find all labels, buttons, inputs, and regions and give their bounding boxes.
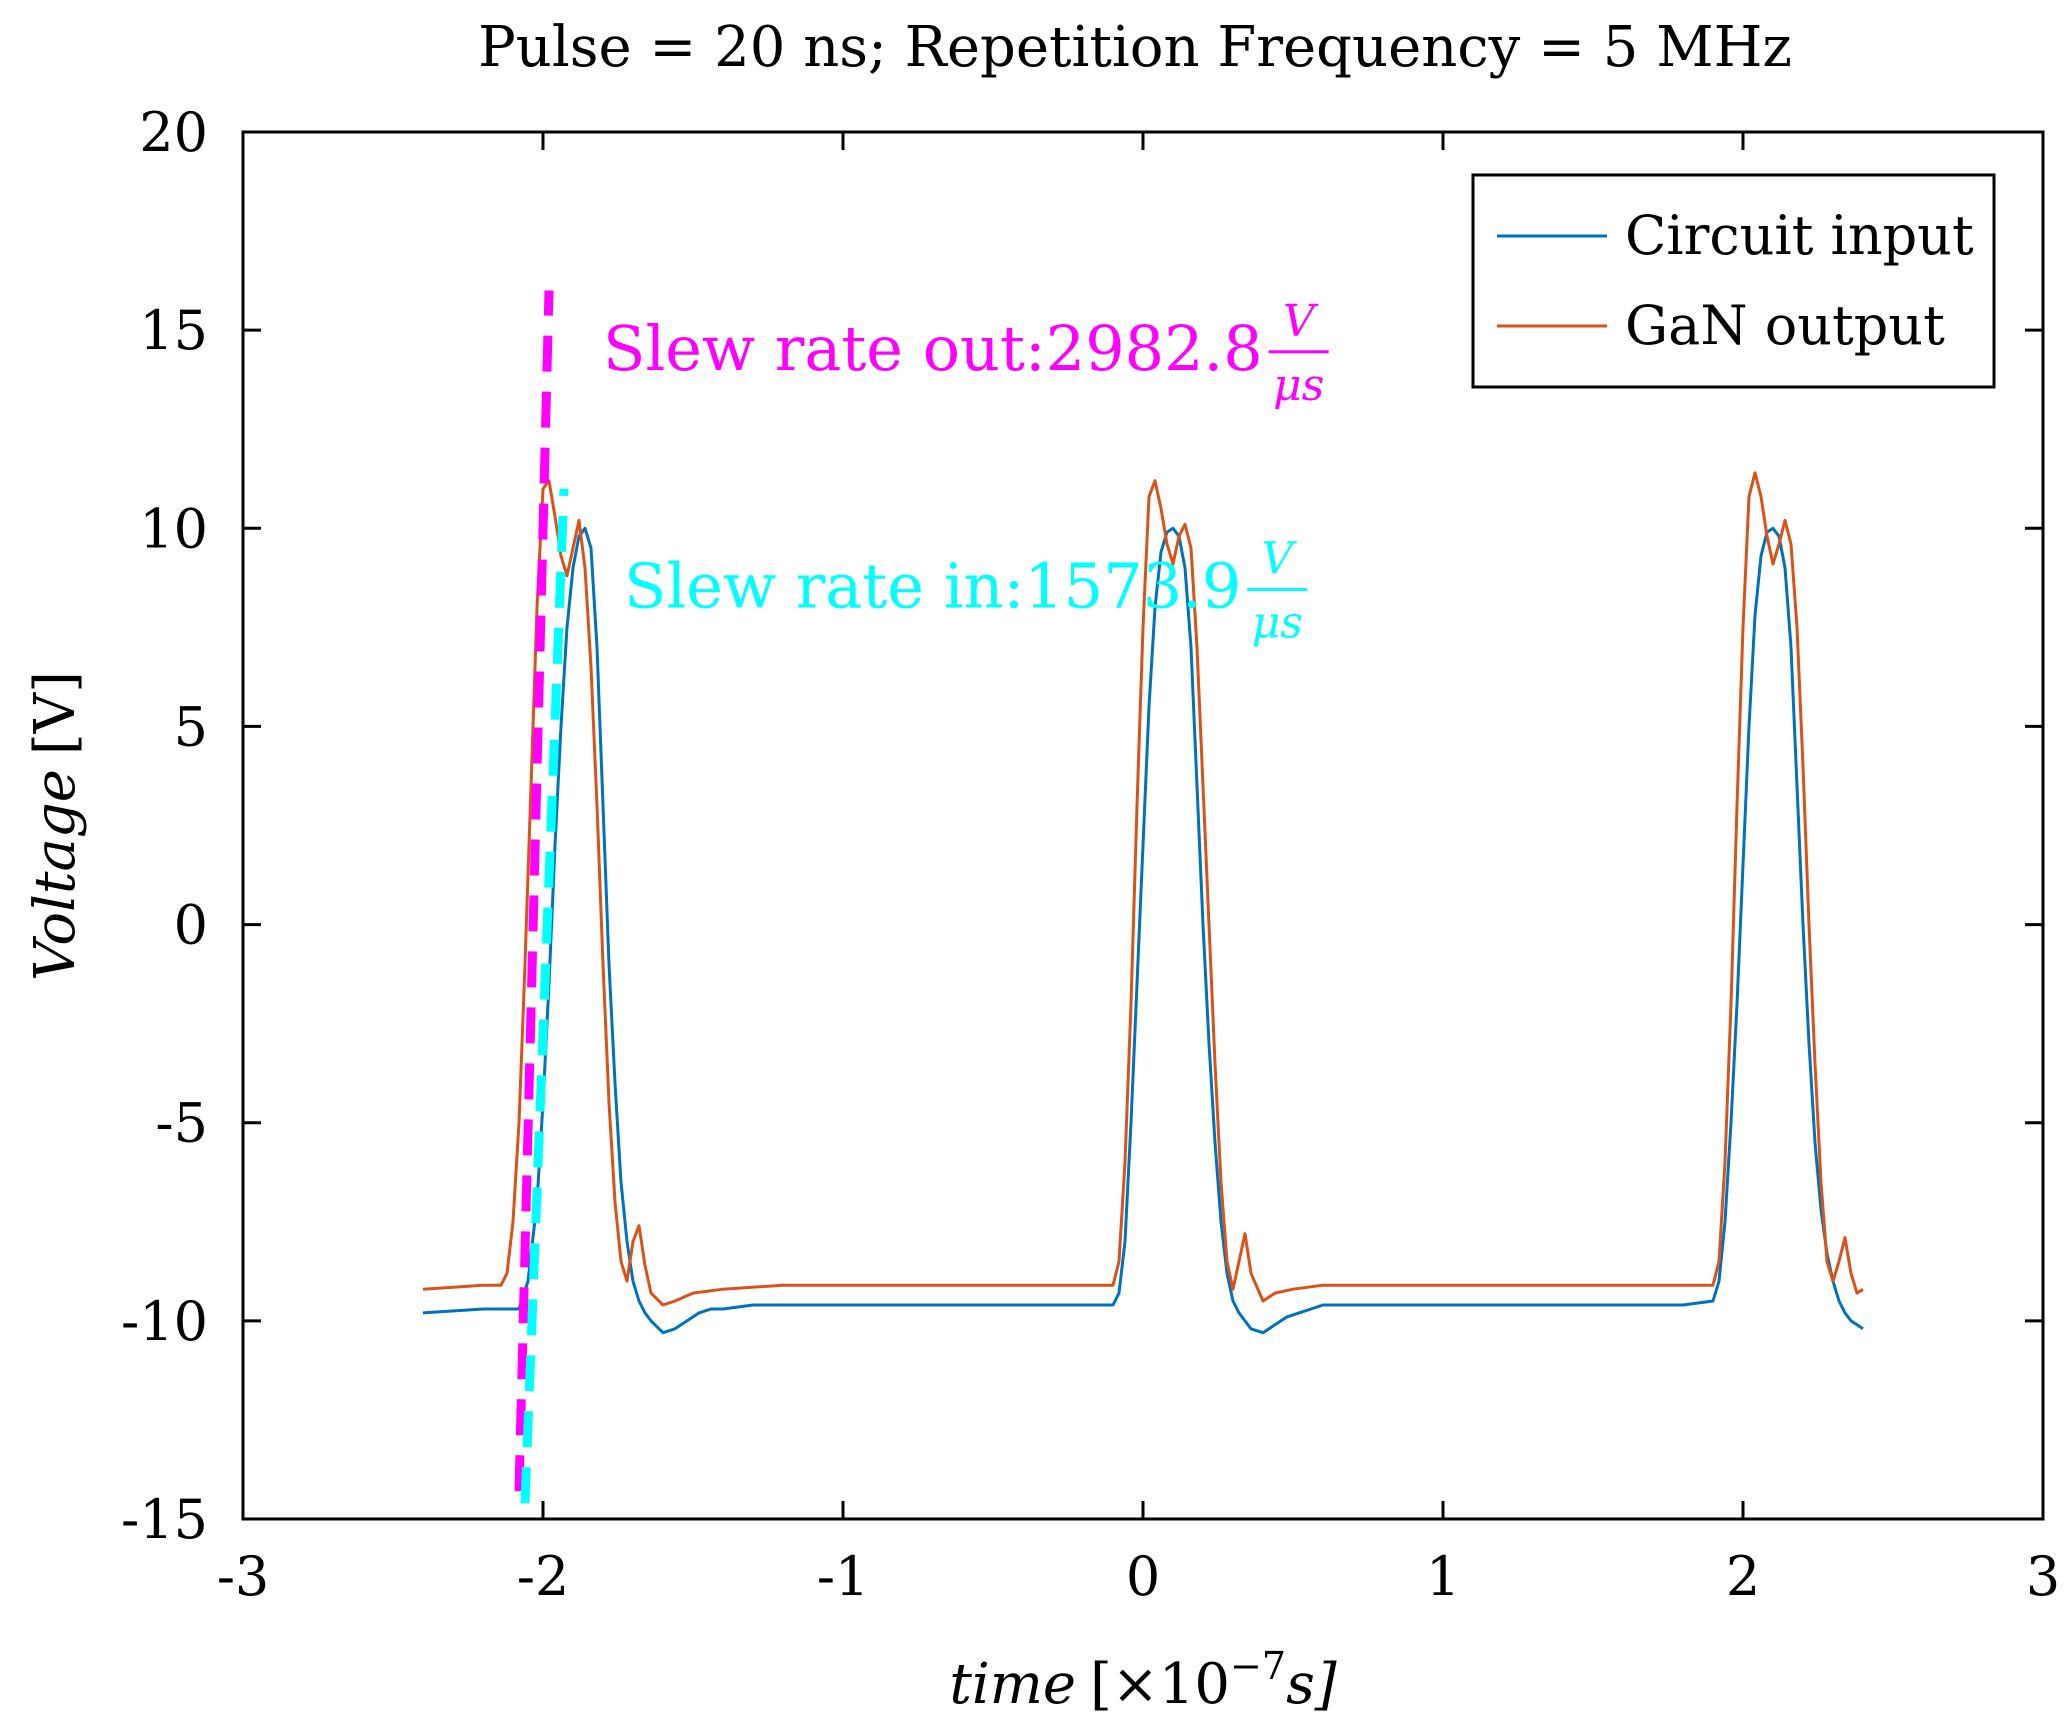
x-tick-label: 3 — [2026, 1545, 2060, 1608]
slew-rate-in-unit-denominator: μs — [1252, 598, 1303, 649]
legend-box — [1471, 173, 1996, 389]
legend-label-circuit-input: Circuit input — [1625, 204, 1974, 267]
y-axis-label-unit: [V] — [23, 671, 88, 755]
slew-in-fit — [520, 488, 569, 1504]
y-ticks: -15 -10 -5 0 5 10 15 20 — [121, 101, 2043, 1551]
series-line-gan-output — [422, 471, 1864, 1307]
y-tick-label: 15 — [139, 299, 208, 362]
x-tick-label: 2 — [1726, 1545, 1760, 1608]
x-axis-label-suffix: s] — [1286, 1652, 1337, 1717]
x-tick-label: 0 — [1126, 1545, 1160, 1608]
x-tick-label: -3 — [217, 1545, 270, 1608]
series-line-circuit-input — [422, 526, 1864, 1335]
slew-rate-in-label: Slew rate in:1573.9 — [624, 550, 1241, 623]
y-tick-label: 0 — [174, 894, 208, 957]
slew-rate-in-unit-numerator: V — [1261, 534, 1297, 585]
slew-out-fit — [514, 290, 554, 1492]
fit-lines — [514, 290, 569, 1504]
x-tick-label: -2 — [517, 1545, 570, 1608]
y-tick-label: 10 — [139, 497, 208, 560]
slew-rate-out-label: Slew rate out:2982.8 — [603, 312, 1263, 385]
y-tick-label: 5 — [174, 695, 208, 758]
y-axis-label-main: Voltage — [23, 769, 88, 981]
plot-area — [422, 471, 1864, 1335]
x-axis-label-exponent: −7 — [1230, 1644, 1286, 1688]
legend: Circuit input GaN output — [1471, 173, 1996, 389]
x-axis-label-prefix: [×10 — [1090, 1652, 1230, 1717]
x-ticks: -3 -2 -1 0 1 2 3 — [217, 132, 2060, 1608]
y-tick-label: -5 — [155, 1092, 208, 1155]
x-tick-label: 1 — [1426, 1545, 1460, 1608]
chart-title: Pulse = 20 ns; Repetition Frequency = 5 … — [478, 15, 1792, 80]
legend-label-gan-output: GaN output — [1625, 294, 1945, 357]
y-axis-label: Voltage [V] — [23, 671, 88, 981]
y-tick-label: 20 — [139, 101, 208, 164]
x-tick-label: -1 — [817, 1545, 870, 1608]
slew-rate-out-unit-numerator: V — [1283, 296, 1319, 347]
x-axis-label-main: time — [949, 1652, 1076, 1717]
y-tick-label: -15 — [121, 1488, 208, 1551]
y-tick-label: -10 — [121, 1290, 208, 1353]
slew-rate-out-unit-denominator: μs — [1273, 360, 1324, 411]
x-axis-label: time [×10−7s] — [949, 1644, 1336, 1717]
